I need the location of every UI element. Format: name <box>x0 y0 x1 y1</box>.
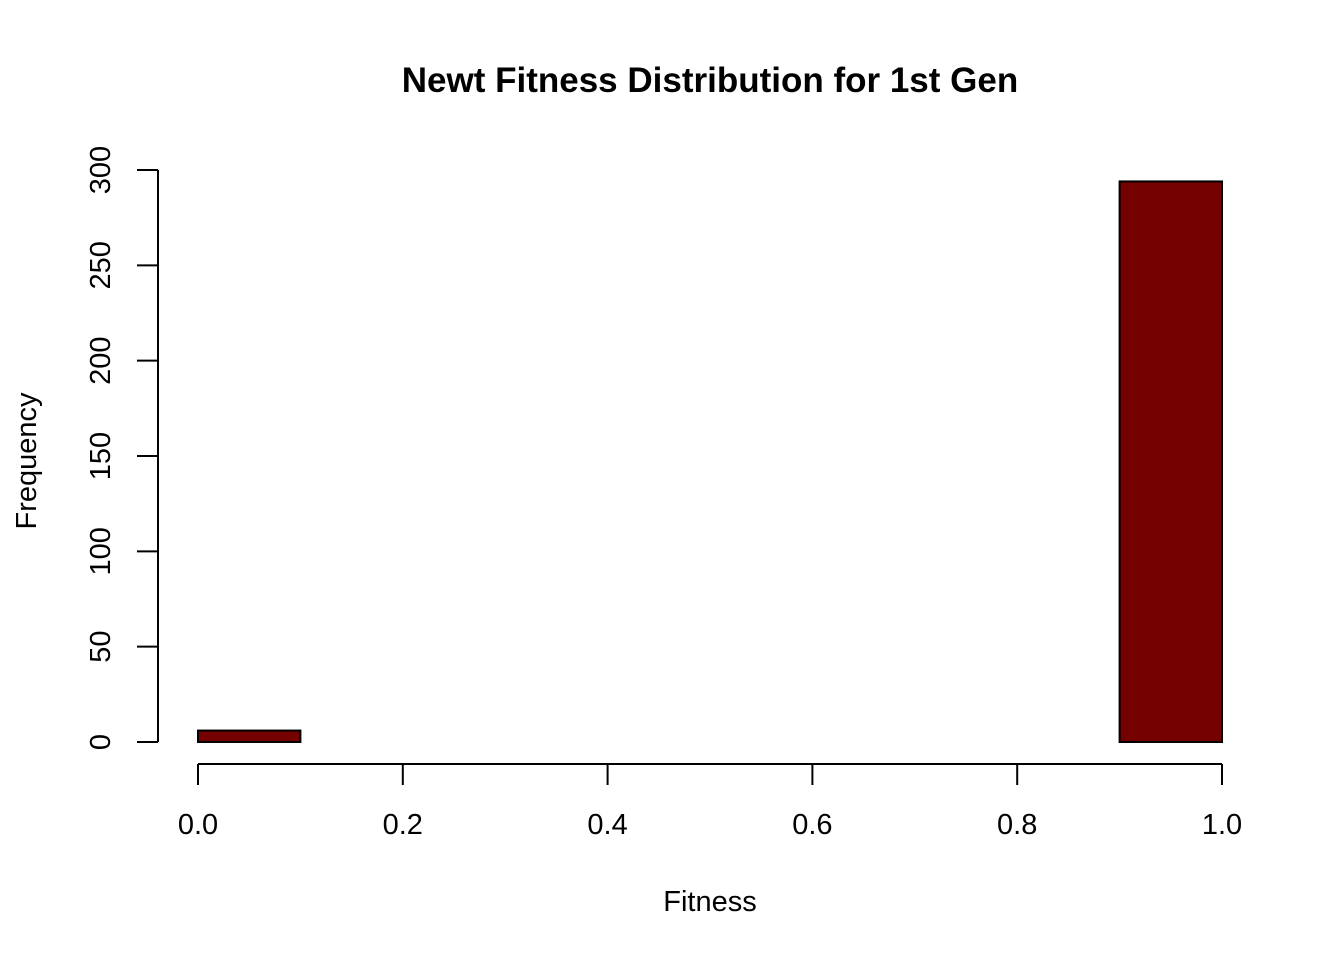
x-tick-label-0: 0.0 <box>178 809 218 841</box>
x-tick-label-2: 0.4 <box>587 809 627 841</box>
x-tick-label-4: 0.8 <box>997 809 1037 841</box>
y-tick-label-5: 250 <box>85 241 117 289</box>
y-axis-label: Frequency <box>11 392 43 530</box>
y-tick-label-1: 50 <box>85 631 117 663</box>
x-axis-label: Fitness <box>663 886 756 918</box>
histogram-bar-0 <box>197 729 302 743</box>
x-tick-label-3: 0.6 <box>792 809 832 841</box>
y-tick-label-4: 200 <box>85 336 117 384</box>
y-axis: 0 50 100 150 200 250 300 <box>85 146 159 750</box>
histogram-bar-9 <box>1118 180 1223 743</box>
x-axis: 0.0 0.2 0.4 0.6 0.8 1.0 <box>178 763 1242 841</box>
y-tick-label-2: 100 <box>85 527 117 575</box>
x-tick-label-5: 1.0 <box>1202 809 1242 841</box>
x-tick-label-1: 0.2 <box>383 809 423 841</box>
chart-title: Newt Fitness Distribution for 1st Gen <box>402 61 1018 100</box>
y-tick-label-0: 0 <box>85 734 117 750</box>
bars-group <box>197 180 1223 743</box>
y-tick-label-6: 300 <box>85 146 117 194</box>
y-tick-label-3: 150 <box>85 432 117 480</box>
